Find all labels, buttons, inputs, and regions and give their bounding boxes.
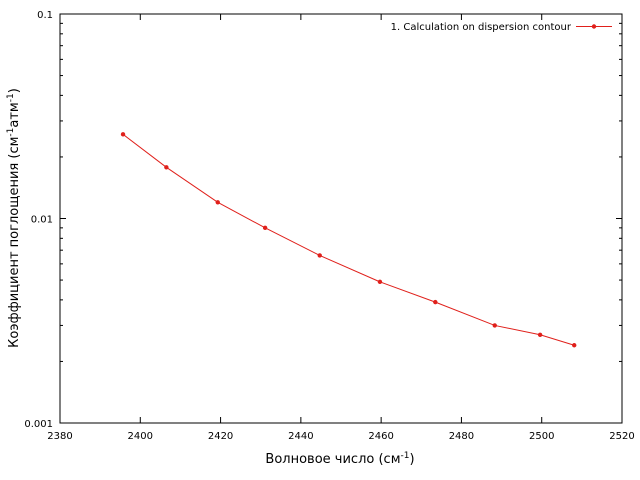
data-point — [433, 299, 438, 305]
y-axis-title-tail: ) — [7, 88, 22, 93]
x-axis-title-tail: ) — [409, 452, 414, 467]
x-tick-label: 2520 — [609, 431, 634, 442]
plot-frame — [59, 13, 623, 424]
data-point — [215, 200, 220, 205]
data-point — [492, 323, 497, 328]
axis-ticks — [59, 13, 623, 424]
tick-labels: 2380 2400 2420 2440 2460 2480 2500 2520 0.001 0.0… — [24, 10, 634, 442]
x-tick-label: 2440 — [288, 431, 313, 442]
data-point — [120, 132, 126, 137]
y-tick-label: 0.1 — [37, 10, 53, 21]
x-tick-label: 2460 — [368, 431, 393, 442]
legend-label: 1. Calculation on dispersion contour — [391, 22, 572, 33]
y-axis-title-main: Коэффициент поглощения (см — [7, 137, 22, 348]
x-tick-label: 2480 — [449, 431, 474, 442]
x-axis-title-sup: -1 — [401, 451, 410, 461]
series-layer — [120, 132, 577, 348]
x-tick-label: 2500 — [529, 431, 554, 442]
y-axis-title-sup2: -1 — [6, 93, 16, 102]
data-point — [262, 225, 268, 231]
x-tick-label: 2420 — [208, 431, 233, 442]
data-point — [377, 279, 383, 285]
y-axis-title-sup1: -1 — [6, 128, 16, 137]
x-axis-title-main: Волновое число (см — [265, 452, 400, 467]
legend-marker — [591, 24, 597, 29]
y-axis-title-mid: атм — [7, 102, 22, 127]
x-tick-label: 2400 — [128, 431, 153, 442]
data-point — [572, 343, 577, 348]
data-point — [164, 165, 169, 170]
y-tick-label: 0.001 — [24, 419, 53, 430]
series-line — [122, 133, 575, 346]
data-point — [537, 332, 543, 337]
data-point — [317, 253, 322, 258]
y-axis-title: Коэффициент поглощения (см-1атм-1) — [6, 88, 22, 348]
y-tick-label: 0.01 — [31, 215, 53, 226]
legend: 1. Calculation on dispersion contour — [391, 22, 612, 33]
x-axis-title: Волновое число (см-1) — [265, 451, 414, 467]
x-tick-label: 2380 — [47, 431, 72, 442]
plot-border — [59, 13, 623, 424]
